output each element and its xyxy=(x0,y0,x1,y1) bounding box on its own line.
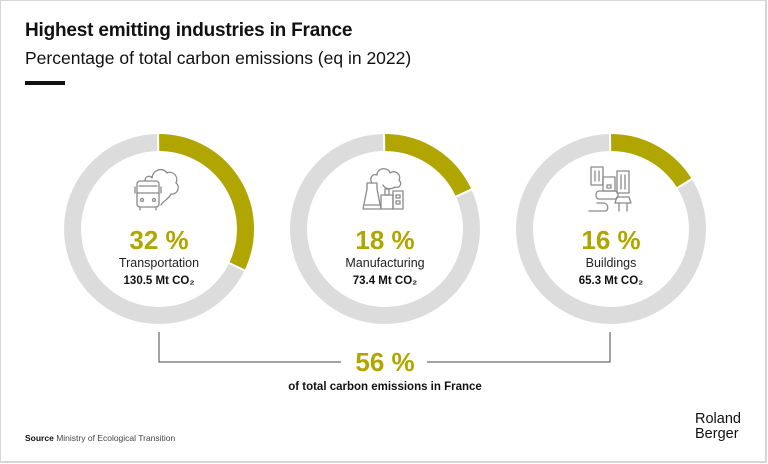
bracket-right-line xyxy=(427,332,611,363)
total-bracket xyxy=(158,332,611,363)
source-label: Source xyxy=(25,433,54,443)
donut-value-arc xyxy=(610,134,692,188)
percentage-label: 16 % xyxy=(581,225,640,255)
emissions-value: 130.5 Mt CO₂ xyxy=(124,275,195,287)
page-subtitle: Percentage of total carbon emissions (eq… xyxy=(25,48,412,68)
donut-manufacturing: 18 %Manufacturing 73.4 Mt CO₂ xyxy=(290,132,480,324)
total-caption: of total carbon emissions in France xyxy=(288,381,482,393)
page-title: Highest emitting industries in France xyxy=(25,20,353,41)
source-text: Ministry of Ecological Transition xyxy=(56,433,176,443)
bus-exhaust-icon xyxy=(134,168,179,211)
donut-gap xyxy=(454,188,473,198)
category-label: Manufacturing xyxy=(345,256,424,270)
donut-buildings: 16 %Buildings 65.3 Mt CO₂ xyxy=(516,132,706,324)
donut-value-arc xyxy=(384,134,471,197)
donut-gap xyxy=(227,261,246,272)
donut-value-arc xyxy=(158,134,254,270)
source-note: Source Ministry of Ecological Transition xyxy=(25,433,175,443)
roland-berger-logo: Roland Berger xyxy=(695,412,741,442)
factory-smoke-icon xyxy=(362,168,404,210)
emissions-value: 73.4 Mt CO₂ xyxy=(353,275,418,287)
city-buildings-icon xyxy=(588,166,632,212)
emissions-value: 65.3 Mt CO₂ xyxy=(579,275,644,287)
category-label: Transportation xyxy=(119,256,199,270)
percentage-label: 32 % xyxy=(129,225,188,255)
total-percentage: 56 % xyxy=(355,347,414,377)
donut-transportation: 32 %Transportation 130.5 Mt CO₂ xyxy=(64,132,254,324)
logo-line-2: Berger xyxy=(695,426,739,442)
bracket-left-line xyxy=(158,332,341,363)
percentage-label: 18 % xyxy=(355,225,414,255)
title-underline xyxy=(25,81,65,85)
category-label: Buildings xyxy=(586,256,637,270)
donut-gap xyxy=(675,177,694,190)
logo-line-1: Roland xyxy=(695,411,741,427)
